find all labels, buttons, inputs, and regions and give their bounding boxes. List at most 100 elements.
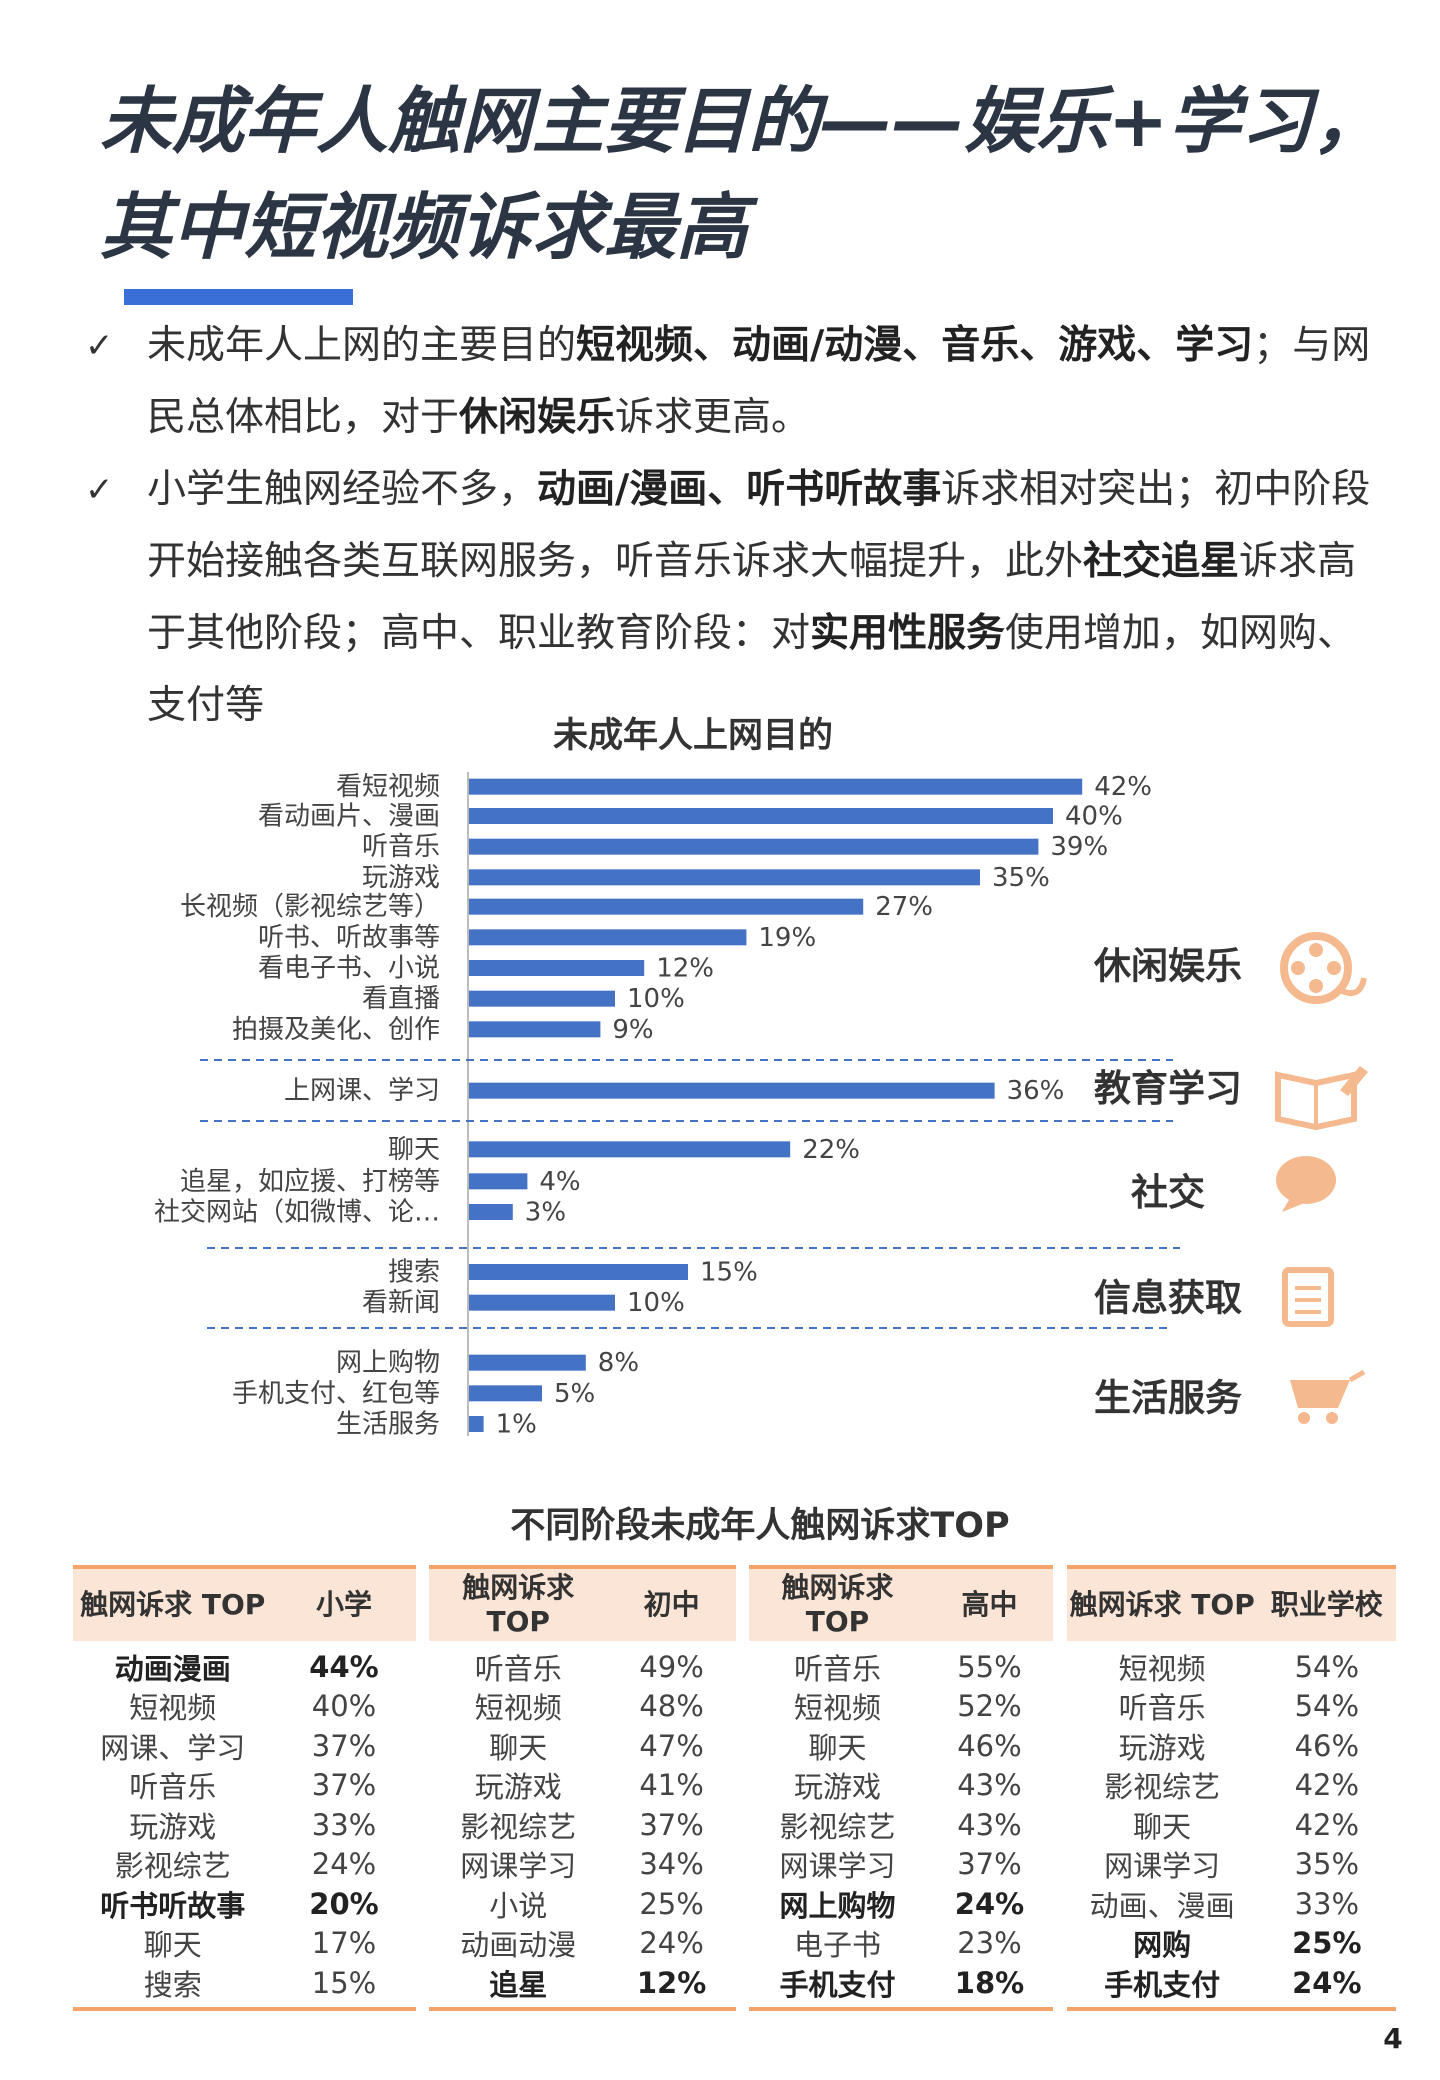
cell: 54% xyxy=(1294,1689,1360,1724)
table-row: 电子书 23% xyxy=(749,1924,1053,1964)
value-label: 10% xyxy=(627,1288,685,1318)
cell: 网课学习 xyxy=(779,1849,896,1884)
value-label: 8% xyxy=(598,1348,639,1378)
title-line: 未成年人触网主要目的——娱乐+学习， xyxy=(100,79,1385,163)
category-label: 聊天 xyxy=(388,1135,440,1165)
cell: 听音乐 xyxy=(129,1770,217,1805)
value-label: 22% xyxy=(802,1135,860,1165)
cell: 网购 xyxy=(1133,1928,1192,1963)
cell: 短视频 xyxy=(1118,1651,1206,1686)
cell: 15% xyxy=(311,1965,377,2000)
cell: 影视综艺 xyxy=(779,1809,896,1844)
value-label: 35% xyxy=(992,863,1050,893)
cell: 55% xyxy=(957,1649,1022,1684)
bullet: ✓ 未成年人上网的主要目的短视频、动画/动漫、音乐、游戏、学习；与网民总体相比，对… xyxy=(85,310,1392,454)
bar xyxy=(469,1294,615,1311)
bar xyxy=(469,1354,586,1371)
cell: 网课、学习 xyxy=(100,1730,246,1765)
cell: 影视综艺 xyxy=(1104,1770,1221,1805)
category-label: 生活服务 xyxy=(336,1410,440,1440)
table-row: 手机支付 18% xyxy=(749,1963,1053,2003)
bar xyxy=(469,990,615,1007)
cell: 听音乐 xyxy=(474,1651,562,1686)
cell: 网上购物 xyxy=(779,1888,896,1923)
tables-title: 不同阶段未成年人触网诉求TOP xyxy=(510,1505,1009,1546)
table-bottom-rule xyxy=(429,2006,736,2011)
cell: 44% xyxy=(309,1649,379,1684)
table-body: 听音乐 55% 短视频 52% 聊天 46% 玩游戏 43% 影视综艺 43% 网课学习 37% 网上购… xyxy=(749,1641,1053,2003)
cell: 37% xyxy=(311,1768,377,1803)
table-row: 影视综艺 24% xyxy=(73,1845,416,1885)
bullet-text: ；与网民总体相比，对于 xyxy=(147,323,1371,440)
category-label: 玩游戏 xyxy=(362,863,440,893)
cell: 动画、漫画 xyxy=(1089,1888,1235,1923)
cell: 24% xyxy=(639,1926,704,1961)
table-row: 动画、漫画 33% xyxy=(1067,1884,1396,1924)
group-label: 教育学习 xyxy=(1094,1067,1242,1110)
table: 触网诉求 TOP 小学 动画漫画 44% 短视频 40% 网课、学习 37% 听音乐 37% 玩游戏… xyxy=(73,1565,416,2011)
value-label: 3% xyxy=(525,1198,566,1228)
value-label: 36% xyxy=(1007,1076,1065,1106)
value-label: 15% xyxy=(700,1258,758,1288)
value-label: 39% xyxy=(1050,832,1108,862)
bullet-text: 休闲娱乐 xyxy=(459,395,616,440)
category-label: 看直播 xyxy=(362,984,440,1014)
table-row: 网购 25% xyxy=(1067,1924,1396,1964)
table-row: 动画动漫 24% xyxy=(429,1924,736,1964)
table-row: 追星 12% xyxy=(429,1963,736,2003)
film-icon xyxy=(1280,932,1367,1004)
table-row: 影视综艺 43% xyxy=(749,1805,1053,1845)
bullet-text: 未成年人上网的主要目的 xyxy=(147,323,577,368)
bar xyxy=(469,808,1053,824)
cell: 短视频 xyxy=(793,1691,881,1726)
cell: 35% xyxy=(1294,1847,1360,1882)
cell: 24% xyxy=(311,1847,377,1882)
cell: 听书听故事 xyxy=(100,1888,246,1923)
cell: 网课学习 xyxy=(460,1849,577,1884)
check-icon: ✓ xyxy=(85,326,114,366)
cell: 玩游戏 xyxy=(793,1770,881,1805)
table-row: 短视频 52% xyxy=(749,1687,1053,1727)
bullet: ✓ 小学生触网经验不多，动画/漫画、听书听故事诉求相对突出；初中阶段开始接触各类互… xyxy=(85,454,1392,742)
cell: 聊天 xyxy=(489,1730,548,1765)
cell: 33% xyxy=(311,1807,377,1842)
table-header: 触网诉求 TOP 初中 xyxy=(429,1565,736,1641)
table: 触网诉求 TOP 职业学校 短视频 54% 听音乐 54% 玩游戏 46% 影视综艺 42% 聊天 4… xyxy=(1066,1565,1396,2011)
category-label: 看短视频 xyxy=(336,772,440,802)
table-row: 听音乐 55% xyxy=(749,1647,1053,1687)
category-label: 社交网站（如微博、论… xyxy=(154,1198,440,1228)
header-cell: 小学 xyxy=(316,1588,373,1621)
table: 触网诉求 TOP 高中 听音乐 55% 短视频 52% 聊天 46% 玩游戏 43% 影视综艺 43%… xyxy=(749,1565,1054,2011)
cell: 电子书 xyxy=(793,1928,881,1963)
table-body: 动画漫画 44% 短视频 40% 网课、学习 37% 听音乐 37% 玩游戏 33% 影视综艺 24%… xyxy=(73,1641,416,2003)
cell: 18% xyxy=(954,1965,1025,2000)
category-label: 追星，如应援、打榜等 xyxy=(180,1167,440,1197)
cell: 25% xyxy=(639,1886,704,1921)
cell: 搜索 xyxy=(143,1967,202,2002)
table-row: 网课学习 35% xyxy=(1067,1845,1396,1885)
cell: 37% xyxy=(311,1728,377,1763)
cell: 影视综艺 xyxy=(114,1849,231,1884)
cell: 聊天 xyxy=(808,1730,867,1765)
table-row: 搜索 15% xyxy=(73,1963,416,2003)
cell: 12% xyxy=(636,1965,707,2000)
cell: 42% xyxy=(1294,1807,1360,1842)
table-header: 触网诉求 TOP 高中 xyxy=(749,1565,1054,1641)
separators xyxy=(200,1059,1180,1329)
cell: 17% xyxy=(311,1926,377,1961)
table-row: 听音乐 49% xyxy=(429,1647,736,1687)
category-label: 听音乐 xyxy=(362,832,440,862)
table-row: 聊天 46% xyxy=(749,1726,1053,1766)
notepad-icon xyxy=(1282,1267,1334,1327)
header-cell: 高中 xyxy=(961,1588,1018,1621)
table-row: 玩游戏 41% xyxy=(429,1766,736,1806)
group-label: 生活服务 xyxy=(1094,1377,1242,1420)
group-label: 休闲娱乐 xyxy=(1093,945,1242,988)
chat-icon xyxy=(1276,1156,1336,1212)
cell: 25% xyxy=(1292,1926,1362,1961)
group-label: 信息获取 xyxy=(1094,1277,1242,1320)
bullet-text: 短视频、动画/动漫、音乐、游戏、学习 xyxy=(576,323,1254,368)
value-label: 42% xyxy=(1094,772,1152,802)
cell: 玩游戏 xyxy=(129,1809,217,1844)
